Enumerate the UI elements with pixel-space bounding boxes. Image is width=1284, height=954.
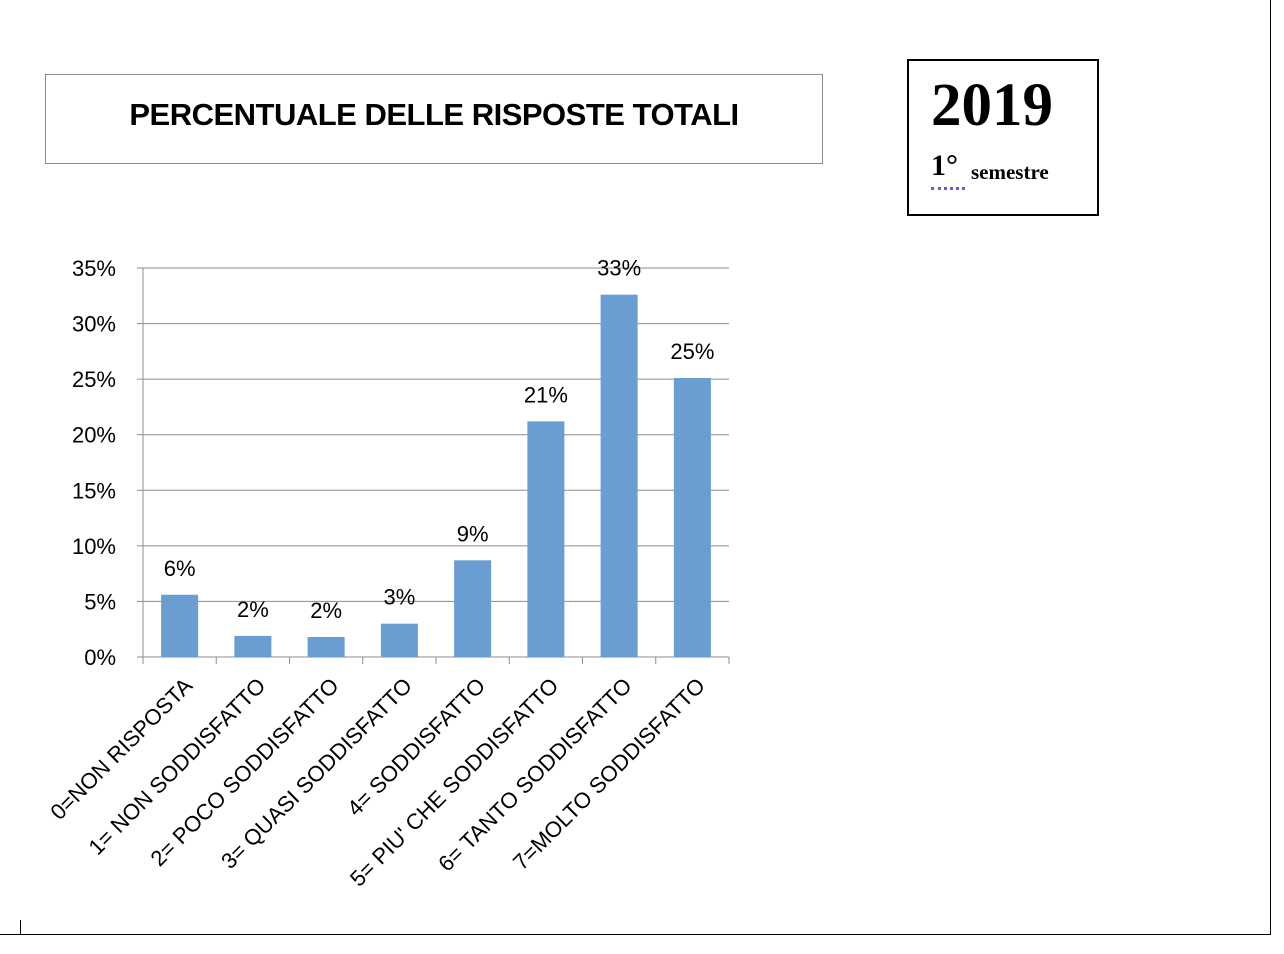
- category-label: 4= SODDISFATTO: [342, 673, 490, 821]
- page-edge-bottom: [0, 934, 1271, 935]
- bar: [673, 378, 711, 657]
- data-label: 33%: [597, 256, 641, 281]
- chart-title-box: PERCENTUALE DELLE RISPOSTE TOTALI: [45, 74, 823, 164]
- category-label: 0=NON RISPOSTA: [45, 673, 197, 825]
- semester-word: semestre: [971, 160, 1049, 184]
- y-tick-label: 20%: [72, 423, 116, 448]
- bar: [161, 594, 199, 657]
- year-label: 2019: [931, 72, 1053, 139]
- data-label: 6%: [164, 556, 196, 581]
- y-tick-label: 35%: [72, 256, 116, 281]
- page-edge-left: [20, 920, 21, 934]
- y-tick-label: 5%: [84, 589, 116, 614]
- spellcheck-underline: [931, 187, 965, 190]
- data-label: 2%: [310, 598, 342, 623]
- y-tick-label: 0%: [84, 645, 116, 670]
- data-label: 21%: [524, 382, 568, 407]
- chart-title: PERCENTUALE DELLE RISPOSTE TOTALI: [129, 97, 739, 132]
- bar: [234, 635, 272, 657]
- semester-ordinal: 1°: [931, 149, 958, 182]
- y-tick-label: 25%: [72, 367, 116, 392]
- y-tick-label: 15%: [72, 478, 116, 503]
- bar: [380, 623, 418, 657]
- data-label: 3%: [383, 585, 415, 610]
- period-badge: 2019 1° semestre: [907, 59, 1099, 216]
- page-edge-right: [1270, 0, 1271, 934]
- data-label: 25%: [670, 339, 714, 364]
- bar: [307, 636, 345, 657]
- bar: [600, 294, 638, 657]
- bar: [454, 560, 492, 657]
- y-tick-label: 10%: [72, 534, 116, 559]
- data-label: 9%: [457, 521, 489, 546]
- bar: [527, 421, 565, 657]
- data-label: 2%: [237, 597, 269, 622]
- y-tick-label: 30%: [72, 312, 116, 337]
